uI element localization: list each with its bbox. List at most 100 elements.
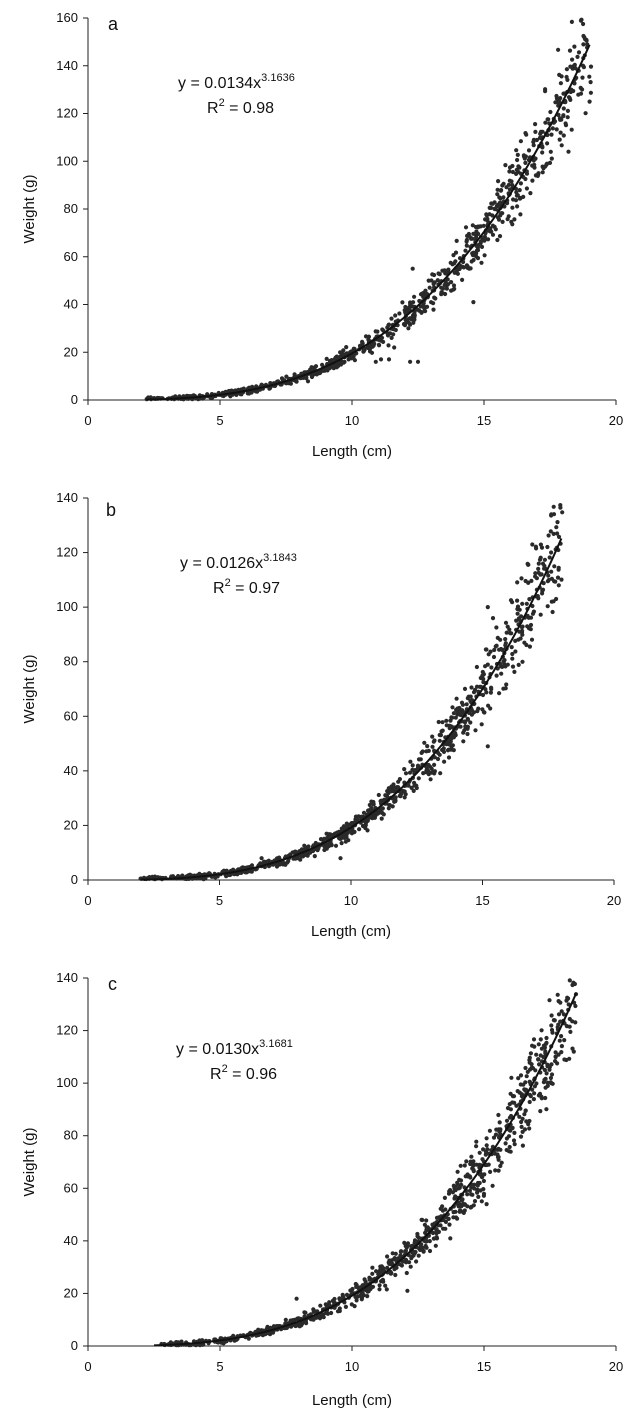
scatter-point: [572, 81, 577, 86]
scatter-point: [424, 767, 429, 772]
scatter-point: [580, 75, 585, 80]
scatter-point: [446, 1191, 452, 1196]
scatter-point: [420, 303, 425, 308]
scatter-point: [522, 1127, 528, 1132]
scatter-point: [544, 1035, 549, 1041]
scatter-point: [547, 998, 552, 1003]
scatter-point: [318, 1303, 323, 1308]
scatter-point: [505, 624, 510, 629]
scatter-point: [548, 529, 553, 534]
scatter-point: [549, 576, 555, 581]
scatter-point: [520, 1116, 525, 1121]
scatter-point: [506, 1149, 512, 1154]
scatter-point: [509, 645, 514, 650]
scatter-point: [424, 1225, 429, 1230]
scatter-point: [474, 254, 479, 259]
scatter-point: [527, 644, 533, 649]
scatter-point: [424, 1218, 429, 1223]
scatter-point: [543, 1076, 548, 1081]
scatter-point: [391, 782, 396, 787]
scatter-point: [464, 1159, 469, 1164]
y-axis-label: Weight (g): [21, 175, 38, 244]
y-tick-label: 120: [56, 545, 78, 560]
scatter-point: [404, 1245, 409, 1250]
scatter-point: [542, 557, 548, 562]
scatter-point: [451, 253, 456, 258]
scatter-point: [378, 799, 383, 804]
scatter-point: [533, 129, 538, 134]
scatter-point: [564, 74, 569, 80]
scatter-point: [462, 1202, 468, 1207]
scatter-point: [514, 148, 519, 153]
scatter-point: [481, 1193, 486, 1198]
scatter-point: [550, 1081, 555, 1086]
scatter-point: [568, 64, 573, 69]
scatter-point: [493, 1132, 499, 1137]
scatter-point: [378, 1264, 383, 1269]
regression-equation: y = 0.0126x3.1843: [180, 552, 297, 572]
scatter-point: [484, 1162, 489, 1168]
r-squared: R2 = 0.98: [207, 97, 274, 117]
scatter-point: [534, 1052, 539, 1057]
scatter-points: [159, 978, 579, 1348]
scatter-point: [437, 752, 442, 757]
scatter-point: [376, 342, 381, 347]
scatter-point: [348, 822, 353, 827]
scatter-point: [553, 1054, 558, 1060]
scatter-point: [432, 280, 437, 285]
scatter-point: [521, 194, 526, 199]
scatter-point: [573, 1003, 578, 1009]
scatter-point: [521, 153, 527, 158]
scatter-point: [352, 829, 357, 834]
scatter-point: [248, 869, 253, 874]
scatter-point: [500, 664, 505, 669]
scatter-point: [412, 294, 417, 299]
scatter-point: [554, 525, 559, 530]
scatter-point: [305, 853, 310, 858]
scatter-point: [538, 1109, 543, 1114]
scatter-point: [464, 243, 469, 248]
scatter-point: [505, 217, 510, 222]
scatter-point: [232, 1338, 237, 1343]
scatter-point: [426, 748, 431, 753]
y-tick-label: 0: [71, 872, 78, 887]
scatter-point: [231, 867, 236, 872]
scatter-point: [427, 1248, 433, 1254]
scatter-point: [477, 1180, 482, 1186]
scatter-point: [447, 1222, 452, 1227]
scatter-point: [503, 163, 508, 168]
scatter-point: [527, 1055, 532, 1060]
scatter-point: [460, 277, 465, 282]
scatter-point: [530, 1043, 535, 1048]
scatter-point: [544, 1040, 549, 1045]
scatter-point: [392, 1256, 397, 1261]
scatter-point: [462, 1163, 467, 1168]
scatter-point: [389, 335, 394, 340]
scatter-point: [531, 143, 536, 148]
scatter-point: [479, 260, 484, 265]
scatter-point: [471, 300, 476, 305]
scatter-point: [475, 225, 480, 230]
scatter-point: [259, 856, 264, 861]
scatter-point: [539, 1046, 545, 1051]
scatter-point: [515, 204, 520, 209]
scatter-point: [475, 1187, 480, 1193]
scatter-point: [499, 1160, 504, 1165]
scatter-point: [451, 748, 456, 753]
scatter-point: [355, 817, 360, 823]
scatter-point: [523, 1108, 528, 1113]
scatter-point: [469, 236, 474, 241]
scatter-point: [232, 872, 237, 877]
scatter-point: [466, 694, 471, 699]
scatter-point: [429, 300, 434, 305]
scatter-point: [527, 597, 532, 602]
panel-label: a: [108, 14, 119, 34]
scatter-point: [508, 631, 513, 636]
scatter-point: [315, 848, 320, 853]
scatter-point: [400, 300, 405, 305]
scatter-point: [510, 169, 515, 175]
scatter-point: [557, 137, 562, 142]
scatter-point: [441, 746, 446, 751]
scatter-point: [522, 640, 527, 645]
scatter-point: [501, 195, 506, 200]
